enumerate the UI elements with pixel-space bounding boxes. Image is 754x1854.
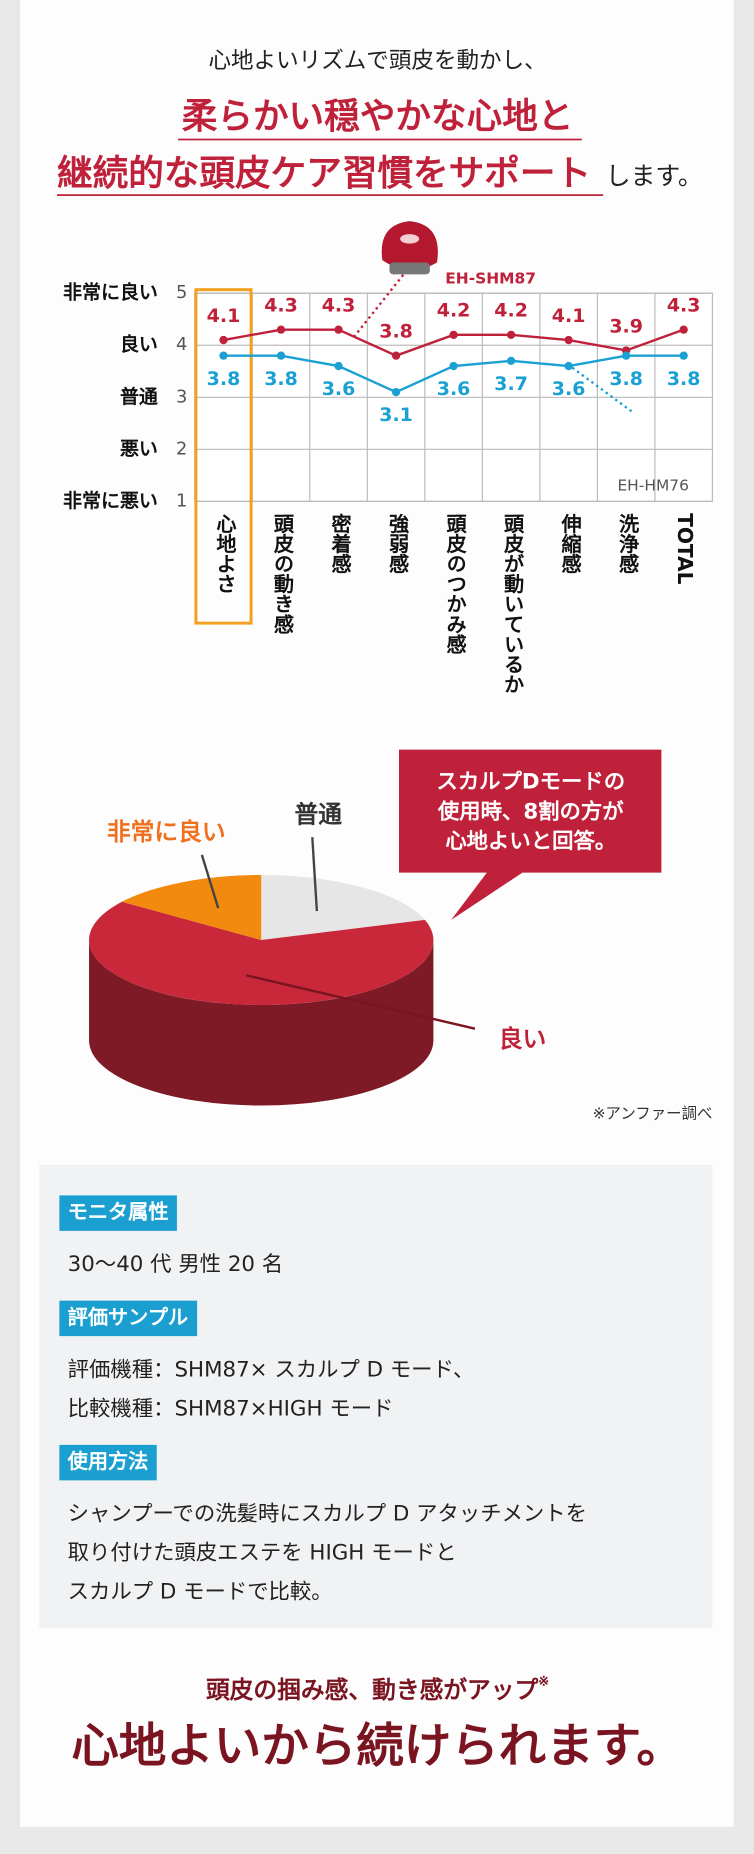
- value-label: 4.3: [322, 295, 356, 317]
- pie-side: [89, 940, 434, 1106]
- footer-main: 心地よいから続けられます。: [71, 1719, 683, 1774]
- point: [391, 387, 401, 397]
- info-tag: モニタ属性: [68, 1200, 169, 1224]
- info-tag-bg: [59, 1195, 177, 1231]
- headline-tail: します。: [606, 161, 703, 190]
- point: [276, 325, 286, 334]
- info-line: 取り付けた頭皮エステを HIGH モードと: [68, 1541, 457, 1566]
- info-line: 比較機種：SHM87×HIGH モード: [68, 1396, 394, 1421]
- value-label: 4.3: [667, 295, 701, 317]
- pie-leader: [200, 854, 220, 909]
- info-box: [39, 1164, 713, 1629]
- y-tick-label: 2: [176, 439, 187, 459]
- info-line: 評価機種：SHM87× スカルプ D モード、: [68, 1357, 475, 1382]
- lead: 心地よいリズムで頭皮を動かし、: [208, 48, 546, 74]
- pie-slice: [121, 874, 262, 941]
- value-label: 3.1: [379, 404, 413, 426]
- y-tick-label: 4: [176, 335, 187, 355]
- value-label: 3.9: [609, 315, 643, 337]
- note: ※アンファー調べ: [593, 1104, 713, 1122]
- info-tag-bg: [59, 1300, 198, 1337]
- pie-leader: [246, 974, 476, 1030]
- callout-bg: [398, 749, 662, 920]
- x-tick-label: 密着感: [328, 512, 352, 574]
- value-label: 3.6: [322, 378, 356, 400]
- point: [219, 351, 228, 360]
- info-line: 30〜40 代 男性 20 名: [68, 1252, 283, 1277]
- y-tick-label: 5: [176, 283, 187, 303]
- callout-text: 心地よいと回答。: [445, 828, 616, 854]
- legend-label: EH-SHM87: [445, 270, 536, 288]
- callout-text: 使用時、8割の方が: [437, 798, 624, 824]
- x-tick-label: 頭皮の動き感: [270, 513, 294, 634]
- y-tick-name: 悪い: [120, 438, 158, 460]
- y-tick-name: 普通: [120, 385, 158, 408]
- headline: 継続的な頭皮ケア習慣をサポート: [57, 153, 591, 194]
- x-tick-label: TOTAL: [673, 513, 697, 584]
- leader: [566, 363, 633, 413]
- point: [679, 351, 688, 360]
- value-label: 3.8: [207, 368, 241, 390]
- footer-sub: 頭皮の掴み感、動き感がアップ※: [206, 1674, 549, 1703]
- point: [391, 351, 401, 360]
- y-tick-label: 3: [176, 387, 187, 407]
- value-label: 3.8: [609, 368, 643, 390]
- pie-label: 非常に良い: [107, 818, 226, 846]
- point: [276, 351, 286, 360]
- highlight: [194, 288, 253, 625]
- footer-mark: ※: [538, 1674, 549, 1689]
- x-tick-label: 頭皮が動いているか: [501, 513, 525, 694]
- pie-leader: [311, 837, 319, 912]
- info-tag: 評価サンプル: [68, 1305, 188, 1329]
- value-label: 3.8: [264, 368, 298, 390]
- pie-slice: [261, 874, 425, 941]
- y-tick-name: 非常に悪い: [63, 489, 158, 512]
- value-label: 3.7: [494, 373, 528, 395]
- value-label: 3.8: [667, 368, 701, 390]
- footer-sub-text: 頭皮の掴み感、動き感がアップ: [206, 1675, 539, 1703]
- y-tick-label: 1: [176, 491, 187, 511]
- y-tick-name: 非常に良い: [63, 281, 158, 304]
- info-line: シャンプーでの洗髪時にスカルプ D アタッチメントを: [68, 1502, 587, 1527]
- value-label: 4.1: [552, 305, 586, 327]
- x-tick-label: 伸縮感: [558, 512, 582, 574]
- value-label: 3.8: [379, 321, 413, 343]
- legend-label: EH-HM76: [617, 476, 688, 494]
- leader: [352, 273, 405, 338]
- value-label: 4.2: [494, 300, 528, 322]
- point: [219, 335, 228, 345]
- value-label: 3.6: [437, 378, 471, 400]
- point: [449, 330, 458, 339]
- product-red: [381, 221, 438, 275]
- pie-slice: [89, 901, 434, 1006]
- x-tick-label: 洗浄感: [616, 513, 640, 574]
- value-label: 4.2: [437, 300, 471, 322]
- x-tick-label: 頭皮のつかみ感: [443, 513, 467, 654]
- pie-label: 普通: [294, 800, 342, 828]
- point: [334, 325, 343, 334]
- headline: 柔らかい穏やかな心地と: [182, 96, 574, 137]
- info-line: スカルプ D モードで比較。: [68, 1580, 333, 1605]
- value-label: 4.1: [207, 305, 241, 327]
- y-tick-name: 良い: [120, 333, 158, 356]
- point: [506, 330, 516, 339]
- value-label: 4.3: [264, 295, 298, 317]
- point: [564, 335, 573, 345]
- point: [334, 361, 343, 371]
- callout-text: スカルプDモードの: [436, 770, 625, 795]
- value-label: 3.6: [552, 378, 586, 400]
- x-tick-label: 強弱感: [386, 513, 410, 574]
- pie-label: 良い: [499, 1025, 546, 1053]
- point: [679, 325, 688, 334]
- point: [449, 361, 458, 371]
- x-tick-label: 心地よさ: [213, 513, 237, 594]
- point: [622, 351, 631, 360]
- point: [506, 356, 516, 366]
- info-tag: 使用方法: [67, 1449, 149, 1473]
- info-tag-bg: [59, 1444, 157, 1481]
